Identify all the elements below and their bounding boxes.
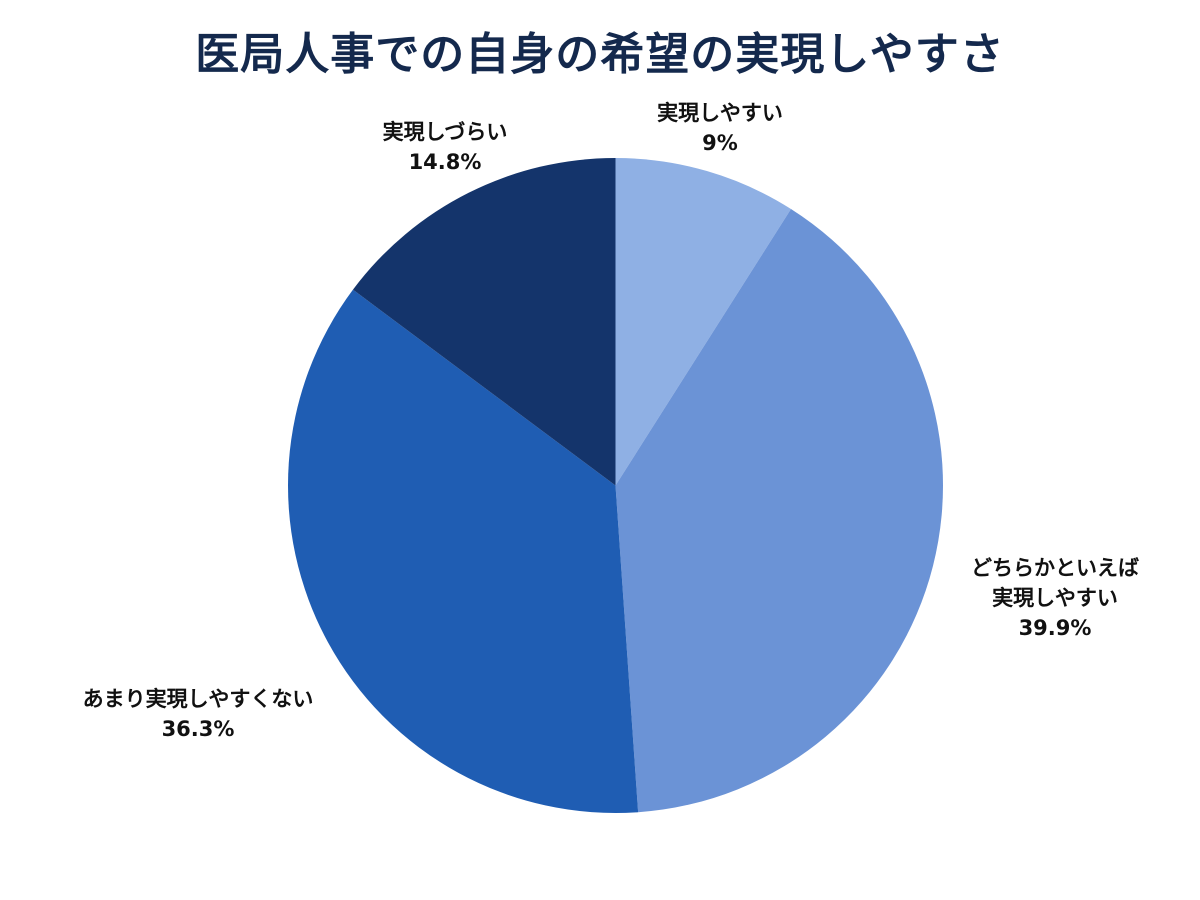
label-somewhat-easy: どちらかといえば 実現しやすい 39.9%	[971, 553, 1139, 643]
slice-somewhat-easy	[615, 208, 943, 813]
label-easy-category: 実現しやすい	[657, 101, 783, 125]
label-easy: 実現しやすい 9%	[657, 98, 783, 158]
slice-easy	[615, 158, 791, 486]
label-difficult-value: 14.8%	[408, 150, 482, 174]
label-somewhat-easy-value: 39.9%	[1018, 616, 1092, 640]
label-somewhat-easy-line2: 実現しやすい	[992, 586, 1118, 610]
slice-difficult	[352, 158, 616, 486]
label-difficult-category: 実現しづらい	[382, 120, 508, 144]
label-difficult: 実現しづらい 14.8%	[383, 117, 508, 177]
label-not-very-easy-value: 36.3%	[161, 717, 235, 741]
chart-title: 医局人事での自身の希望の実現しやすさ	[195, 29, 1005, 80]
slice-not-very-easy	[288, 289, 639, 813]
label-somewhat-easy-line1: どちらかといえば	[971, 556, 1139, 580]
label-not-very-easy-category: あまり実現しやすくない	[82, 687, 314, 711]
label-easy-value: 9%	[702, 131, 738, 155]
label-not-very-easy: あまり実現しやすくない 36.3%	[83, 684, 314, 744]
